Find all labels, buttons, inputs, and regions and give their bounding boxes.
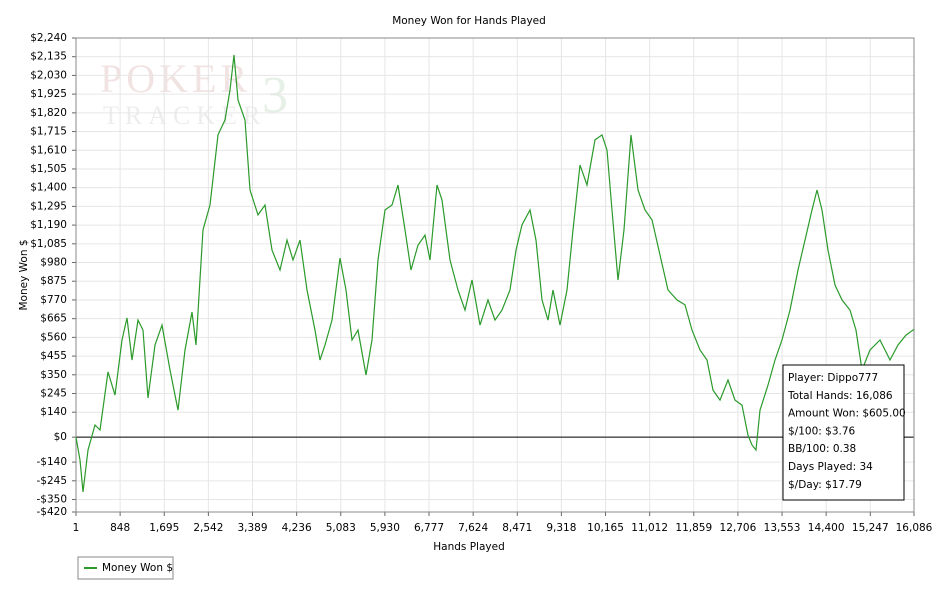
x-tick-label: 6,777 [414,522,444,534]
y-tick-label: $1,715 [30,126,67,138]
series-line [75,54,915,492]
y-tick-label: $1,505 [30,163,67,175]
legend-label: Money Won $ [102,562,173,574]
y-tick-label: $2,135 [30,51,67,63]
watermark-text: POKER [100,56,251,101]
x-tick-label: 5,930 [370,522,400,534]
x-axis-label: Hands Played [433,541,504,553]
x-tick-label: 2,542 [193,522,223,534]
watermark: POKER TRACKER 3 [100,56,288,130]
x-tick-label: 11,012 [631,522,668,534]
chart-title: Money Won for Hands Played [392,15,546,27]
x-tick-label: 5,083 [326,522,356,534]
y-tick-label: $560 [40,331,67,343]
y-axis-label: Money Won $ [18,239,30,310]
watermark-text: 3 [262,67,288,124]
tooltip-text: Player: Dippo777 [788,372,878,384]
y-tick-label: $245 [40,388,67,400]
x-tick-label: 3,389 [237,522,267,534]
y-tick-label: $1,085 [30,238,67,250]
x-tick-label: 1,695 [149,522,179,534]
x-tick-label: 11,859 [675,522,712,534]
y-tick-label: $875 [40,275,67,287]
y-tick-label: -$350 [36,494,67,506]
plot-area [75,37,915,513]
y-tick-label: $665 [40,313,67,325]
x-tick-label: 15,247 [852,522,889,534]
legend-box [77,556,174,580]
y-tick-label: $1,190 [30,219,67,231]
y-tick-label: $1,925 [30,88,67,100]
x-tick-label: 9,318 [546,522,576,534]
x-tick-label: 1 [73,522,80,534]
y-tick-label: $140 [40,406,67,418]
y-tick-label: $2,030 [30,69,67,81]
y-tick-label: -$245 [36,475,67,487]
x-tick-label: 13,553 [764,522,801,534]
y-tick-label: $0 [54,431,67,443]
y-tick-label: $1,820 [30,107,67,119]
x-tick-label: 4,236 [282,522,312,534]
y-tick-label: -$420 [36,506,67,518]
tooltip-box [782,364,905,501]
y-tick-label: $980 [40,257,67,269]
tooltip-text: $/Day: $17.79 [788,479,862,491]
tooltip-text: Days Played: 34 [788,461,873,473]
watermark-text: TRACKER [103,101,266,130]
x-tick-label: 16,086 [896,522,933,534]
x-tick-label: 8,471 [502,522,532,534]
y-tick-label: $1,400 [30,182,67,194]
y-tick-label: $2,240 [30,32,67,44]
y-tick-label: $770 [40,294,67,306]
tooltip-text: BB/100: 0.38 [788,443,856,455]
plot-border [75,37,915,513]
x-tick-label: 848 [110,522,130,534]
y-tick-label: $1,610 [30,144,67,156]
x-tick-label: 14,400 [808,522,845,534]
tooltip-text: Amount Won: $605.00 [788,408,906,420]
y-tick-label: -$140 [36,456,67,468]
tooltip-text: $/100: $3.76 [788,425,856,437]
y-tick-label: $1,295 [30,200,67,212]
x-tick-label: 7,624 [458,522,488,534]
x-tick-label: 12,706 [720,522,757,534]
tooltip-text: Total Hands: 16,086 [787,390,893,402]
y-tick-label: $455 [40,350,67,362]
x-tick-label: 10,165 [587,522,624,534]
y-tick-label: $350 [40,369,67,381]
